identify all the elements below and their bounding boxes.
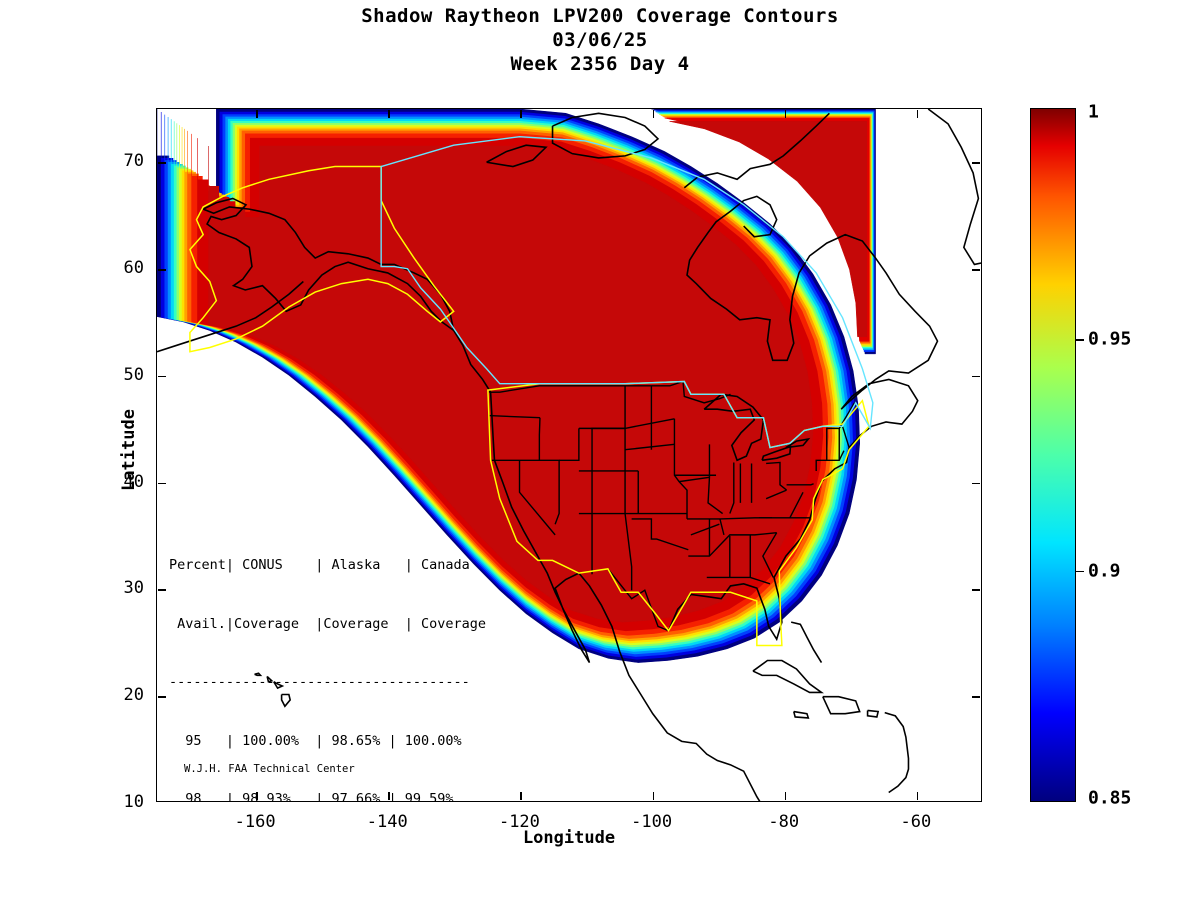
x-tick-mark (652, 792, 655, 800)
x-tick-label--160: -160 (234, 812, 276, 832)
x-tick-label--80: -80 (768, 812, 800, 832)
stats-row-98: 98 | 98.93% | 97.66% | 99.59% (169, 791, 454, 802)
y-tick-mark-right (972, 482, 980, 485)
chart-title-block: Shadow Raytheon LPV200 Coverage Contours… (0, 4, 1200, 76)
x-tick-mark-top (520, 110, 522, 118)
y-tick-mark-right (972, 375, 980, 378)
colorbar-gradient (1030, 108, 1076, 802)
stats-header-row-2: Avail.|Coverage |Coverage | Coverage (169, 615, 486, 632)
title-line-1: Shadow Raytheon LPV200 Coverage Contours (361, 5, 839, 27)
x-axis-title: Longitude (522, 828, 616, 848)
y-tick-mark (158, 589, 166, 591)
stats-row-95: 95 | 100.00% | 98.65% | 100.00% (169, 732, 462, 749)
x-tick-mark-top (916, 110, 919, 118)
x-tick-label--120: -120 (498, 812, 540, 832)
y-tick-label-30: 30 (123, 578, 144, 599)
colorbar-label-0.85: 0.85 (1088, 787, 1132, 809)
y-tick-mark-right (972, 696, 980, 698)
x-tick-mark (256, 792, 258, 800)
y-tick-label-40: 40 (123, 471, 144, 492)
y-tick-mark-right (972, 269, 980, 271)
x-tick-mark-top (784, 110, 787, 118)
coastline-layer (157, 109, 981, 801)
x-tick-mark (520, 792, 522, 800)
colorbar-tick-mark (1076, 339, 1084, 341)
y-tick-mark (158, 375, 166, 378)
y-tick-label-20: 20 (123, 685, 144, 706)
y-tick-label-70: 70 (123, 151, 144, 172)
x-tick-mark-top (652, 110, 655, 118)
title-line-2: 03/06/25 (552, 29, 648, 51)
colorbar: 0.85 0.9 0.95 1 (1030, 102, 1131, 809)
stats-header-row-1: Percent| CONUS | Alaska | Canada (169, 557, 470, 573)
stats-separator: ------------------------------------- (169, 674, 470, 690)
y-tick-mark-right (972, 162, 980, 164)
x-tick-mark (916, 792, 919, 800)
colorbar-label-1: 1 (1088, 101, 1099, 123)
y-tick-label-60: 60 (123, 258, 144, 279)
x-tick-mark-top (388, 110, 390, 118)
colorbar-label-0.95: 0.95 (1088, 328, 1132, 350)
colorbar-label-0.9: 0.9 (1088, 560, 1121, 582)
title-line-3: Week 2356 Day 4 (510, 53, 690, 75)
y-tick-mark (158, 269, 166, 271)
coverage-contour-bands (157, 109, 860, 663)
x-tick-label--60: -60 (900, 812, 932, 832)
x-tick-mark (388, 792, 390, 800)
ne-coverage-fringe (651, 109, 876, 355)
colorbar-tick-mark (1076, 570, 1084, 573)
x-tick-label--100: -100 (631, 812, 673, 832)
y-tick-mark (158, 162, 166, 164)
us-state-boundaries (489, 380, 856, 632)
x-tick-mark-top (256, 110, 258, 118)
y-tick-mark (158, 482, 166, 485)
credit-line-1: W.J.H. FAA Technical Center (184, 763, 355, 775)
y-tick-label-50: 50 (123, 364, 144, 385)
x-tick-label--140: -140 (366, 812, 408, 832)
y-tick-label-10: 10 (123, 792, 144, 812)
map-plot-area: Percent| CONUS | Alaska | Canada Avail.|… (156, 108, 982, 802)
x-tick-mark (784, 792, 787, 800)
coverage-contour-map (157, 109, 981, 801)
y-tick-mark-right (972, 589, 980, 591)
coverage-stats-table: Percent| CONUS | Alaska | Canada Avail.|… (169, 517, 486, 802)
canada-region-outline (380, 136, 874, 449)
y-tick-mark (158, 696, 166, 698)
credit-block: W.J.H. FAA Technical Center WAAS Test Te… (184, 737, 355, 801)
